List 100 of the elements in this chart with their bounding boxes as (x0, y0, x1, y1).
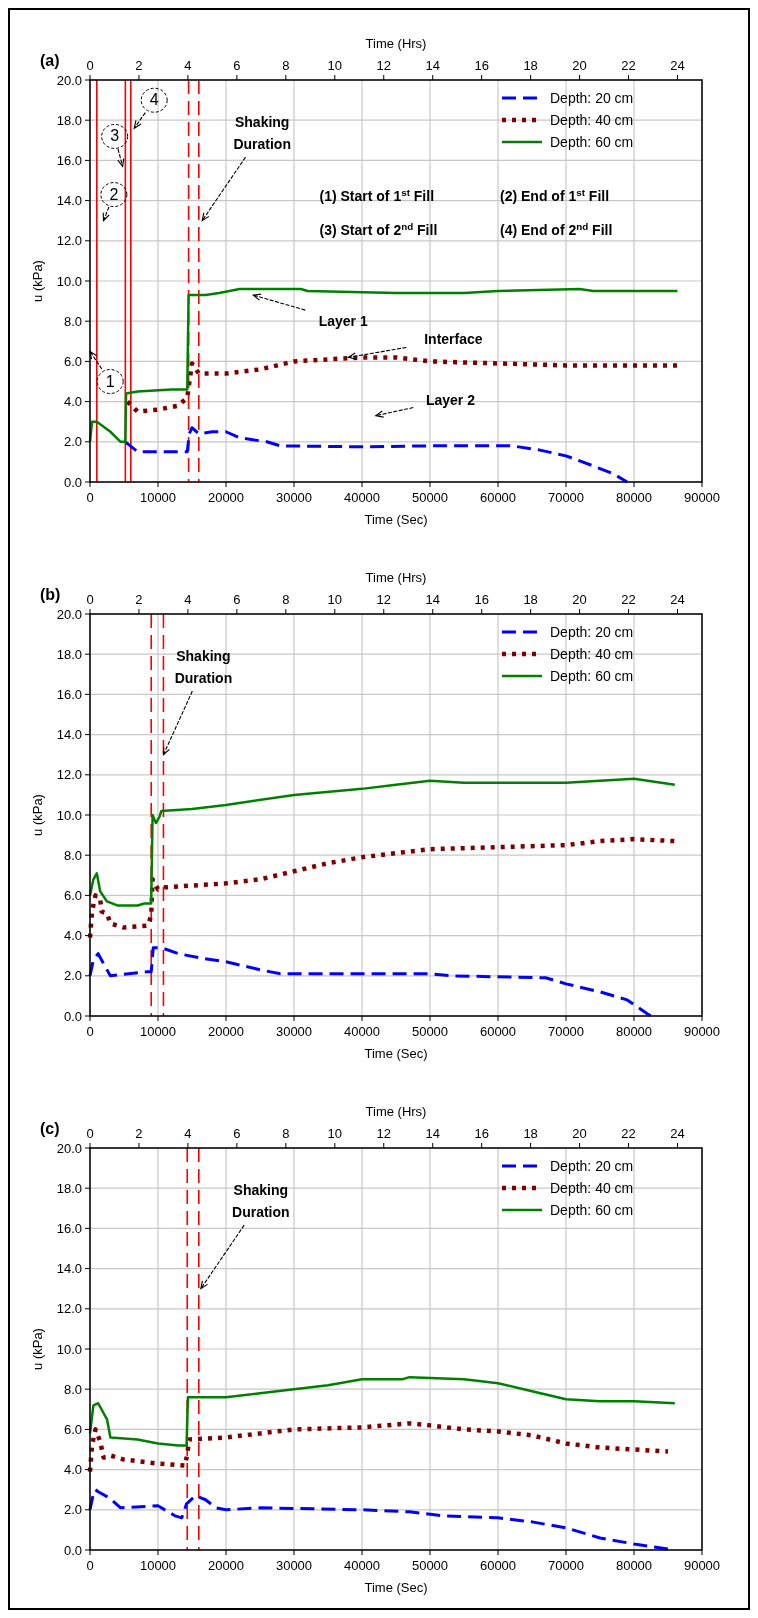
y-tick-label: 8.0 (63, 847, 82, 863)
annotation: 1 (105, 372, 115, 390)
y-tick-label: 4.0 (63, 928, 82, 944)
legend-label: Depth: 60 cm (550, 668, 634, 684)
x-tick-label: 10000 (139, 1558, 177, 1573)
legend-label: Depth: 40 cm (550, 646, 634, 662)
y-tick-label: 4.0 (63, 394, 82, 410)
x2-tick-label: 24 (670, 1126, 685, 1141)
x-tick-label: 50000 (411, 490, 449, 505)
x-tick-label: 0 (86, 1024, 94, 1039)
x-tick-label: 80000 (615, 1558, 653, 1573)
x-tick-label: 70000 (547, 1558, 585, 1573)
y-tick-label: 0.0 (63, 474, 82, 490)
x-tick-label: 70000 (547, 1024, 585, 1039)
line-series (88, 287, 679, 444)
x2-tick-label: 22 (621, 58, 636, 73)
y-tick-label: 16.0 (56, 1220, 82, 1236)
line-series (88, 777, 677, 907)
annotation: (1) Start of 1$^{st}$ Fill (319, 186, 435, 204)
x2-tick-label: 4 (184, 1126, 192, 1141)
y-tick-label: 18.0 (56, 1180, 82, 1196)
chart-title: (c) (40, 1120, 60, 1137)
x2-tick-label: 14 (425, 58, 440, 73)
x2-tick-label: 18 (523, 592, 538, 607)
y-tick-label: 12.0 (56, 767, 82, 783)
x-tick-label: 60000 (479, 490, 517, 505)
legend-label: Depth: 20 cm (550, 90, 634, 106)
x-axis-title: Time (Sec) (364, 512, 428, 527)
x2-tick-label: 0 (86, 592, 94, 607)
x2-tick-label: 2 (135, 58, 143, 73)
x2-tick-label: 0 (86, 58, 94, 73)
legend-label: Depth: 40 cm (550, 112, 634, 128)
y-tick-label: 12.0 (56, 233, 82, 249)
x2-axis-title: Time (Hrs) (365, 570, 427, 585)
annotation: Interface (424, 331, 483, 348)
annotation: Layer 1 (318, 313, 368, 330)
x-tick-label: 30000 (275, 490, 313, 505)
y-tick-label: 18.0 (56, 112, 82, 128)
annotation: (2) End of 1$^{st}$ Fill (500, 186, 610, 204)
annotation: 3 (110, 127, 120, 145)
x-tick-label: 90000 (683, 1024, 721, 1039)
chart-title: (b) (40, 586, 61, 603)
y-tick-label: 2.0 (63, 434, 82, 450)
x-tick-label: 0 (86, 1558, 94, 1573)
legend-label: Depth: 20 cm (550, 624, 634, 640)
y-tick-label: 18.0 (56, 646, 82, 662)
x2-tick-label: 10 (327, 592, 343, 607)
y-tick-label: 20.0 (56, 606, 82, 622)
x2-tick-label: 14 (425, 1126, 440, 1141)
x2-tick-label: 6 (233, 1126, 241, 1141)
x2-axis-title: Time (Hrs) (365, 1104, 427, 1119)
x-tick-label: 30000 (275, 1024, 313, 1039)
x-tick-label: 20000 (207, 1024, 245, 1039)
y-tick-label: 16.0 (56, 152, 82, 168)
x2-tick-label: 16 (474, 58, 489, 73)
y-tick-label: 6.0 (63, 1421, 82, 1437)
x2-tick-label: 4 (184, 592, 192, 607)
y-tick-label: 10.0 (56, 273, 82, 289)
y-tick-label: 20.0 (56, 72, 82, 88)
x-tick-label: 40000 (343, 1558, 381, 1573)
line-series (125, 355, 680, 414)
x2-tick-label: 20 (572, 58, 587, 73)
annotation: Shaking Duration (174, 647, 233, 686)
x2-tick-label: 24 (670, 58, 685, 73)
x2-tick-label: 6 (233, 592, 241, 607)
x2-tick-label: 12 (376, 592, 391, 607)
x2-tick-label: 22 (621, 592, 636, 607)
x-axis-title: Time (Sec) (364, 1046, 428, 1061)
x-tick-label: 50000 (411, 1024, 449, 1039)
y-tick-label: 10.0 (56, 1341, 82, 1357)
x2-tick-label: 8 (282, 592, 290, 607)
x2-tick-label: 24 (670, 592, 685, 607)
legend-label: Depth: 60 cm (550, 134, 634, 150)
chart-title: (a) (40, 52, 60, 69)
x-tick-label: 30000 (275, 1558, 313, 1573)
legend-label: Depth: 60 cm (550, 1202, 634, 1218)
x-tick-label: 40000 (343, 490, 381, 505)
legend-label: Depth: 20 cm (550, 1158, 634, 1174)
line-series (123, 426, 629, 484)
x-tick-label: 0 (86, 490, 94, 505)
annotation: (3) Start of 2$^{nd}$ Fill (319, 220, 438, 238)
x-tick-label: 60000 (479, 1558, 517, 1573)
annotation: Layer 2 (425, 391, 476, 408)
y-tick-label: 8.0 (63, 1381, 82, 1397)
y-tick-label: 14.0 (56, 193, 82, 209)
annotation: Shaking Duration (233, 113, 291, 152)
x2-tick-label: 4 (184, 58, 192, 73)
y-tick-label: 6.0 (63, 353, 82, 369)
y-tick-label: 8.0 (63, 313, 82, 329)
x2-tick-label: 10 (327, 58, 343, 73)
x2-tick-label: 8 (282, 58, 290, 73)
y-tick-label: 14.0 (56, 727, 82, 743)
x2-tick-label: 10 (327, 1126, 343, 1141)
y-tick-label: 0.0 (63, 1542, 82, 1558)
x-tick-label: 50000 (411, 1558, 449, 1573)
x2-tick-label: 18 (523, 1126, 538, 1141)
y-axis-title: u (kPa) (30, 794, 45, 836)
x-tick-label: 20000 (207, 490, 245, 505)
x-tick-label: 70000 (547, 490, 585, 505)
y-tick-label: 10.0 (56, 807, 82, 823)
